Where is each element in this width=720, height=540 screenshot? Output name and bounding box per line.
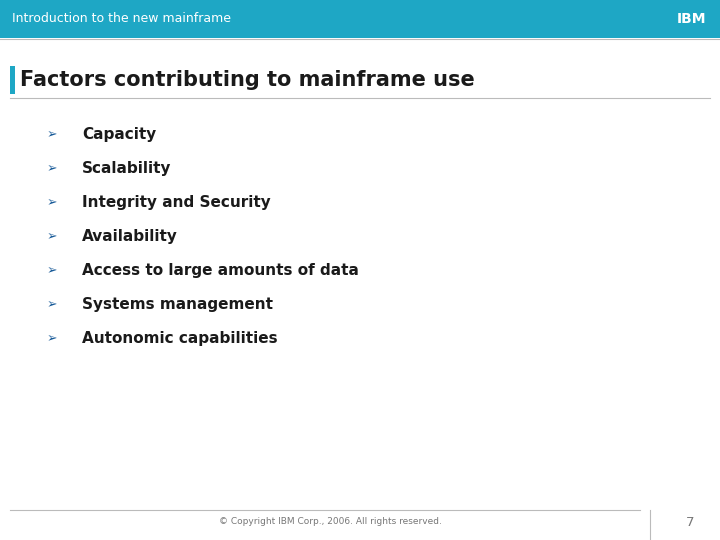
Text: Autonomic capabilities: Autonomic capabilities <box>82 332 278 347</box>
Text: ➢: ➢ <box>47 231 58 244</box>
Text: Availability: Availability <box>82 230 178 245</box>
Text: Factors contributing to mainframe use: Factors contributing to mainframe use <box>20 70 474 90</box>
Text: ➢: ➢ <box>47 129 58 141</box>
Text: 7: 7 <box>685 516 694 529</box>
Bar <box>10 66 15 94</box>
Text: ➢: ➢ <box>47 197 58 210</box>
Text: © Copyright IBM Corp., 2006. All rights reserved.: © Copyright IBM Corp., 2006. All rights … <box>219 517 441 526</box>
Text: Capacity: Capacity <box>82 127 156 143</box>
Text: Introduction to the new mainframe: Introduction to the new mainframe <box>12 12 231 25</box>
Bar <box>0 0 720 38</box>
Text: Access to large amounts of data: Access to large amounts of data <box>82 264 359 279</box>
Text: Scalability: Scalability <box>82 161 171 177</box>
Text: Systems management: Systems management <box>82 298 273 313</box>
Text: ➢: ➢ <box>47 333 58 346</box>
Text: ➢: ➢ <box>47 163 58 176</box>
Text: ➢: ➢ <box>47 299 58 312</box>
Text: ➢: ➢ <box>47 265 58 278</box>
Text: IBM: IBM <box>677 12 706 26</box>
Text: Integrity and Security: Integrity and Security <box>82 195 271 211</box>
